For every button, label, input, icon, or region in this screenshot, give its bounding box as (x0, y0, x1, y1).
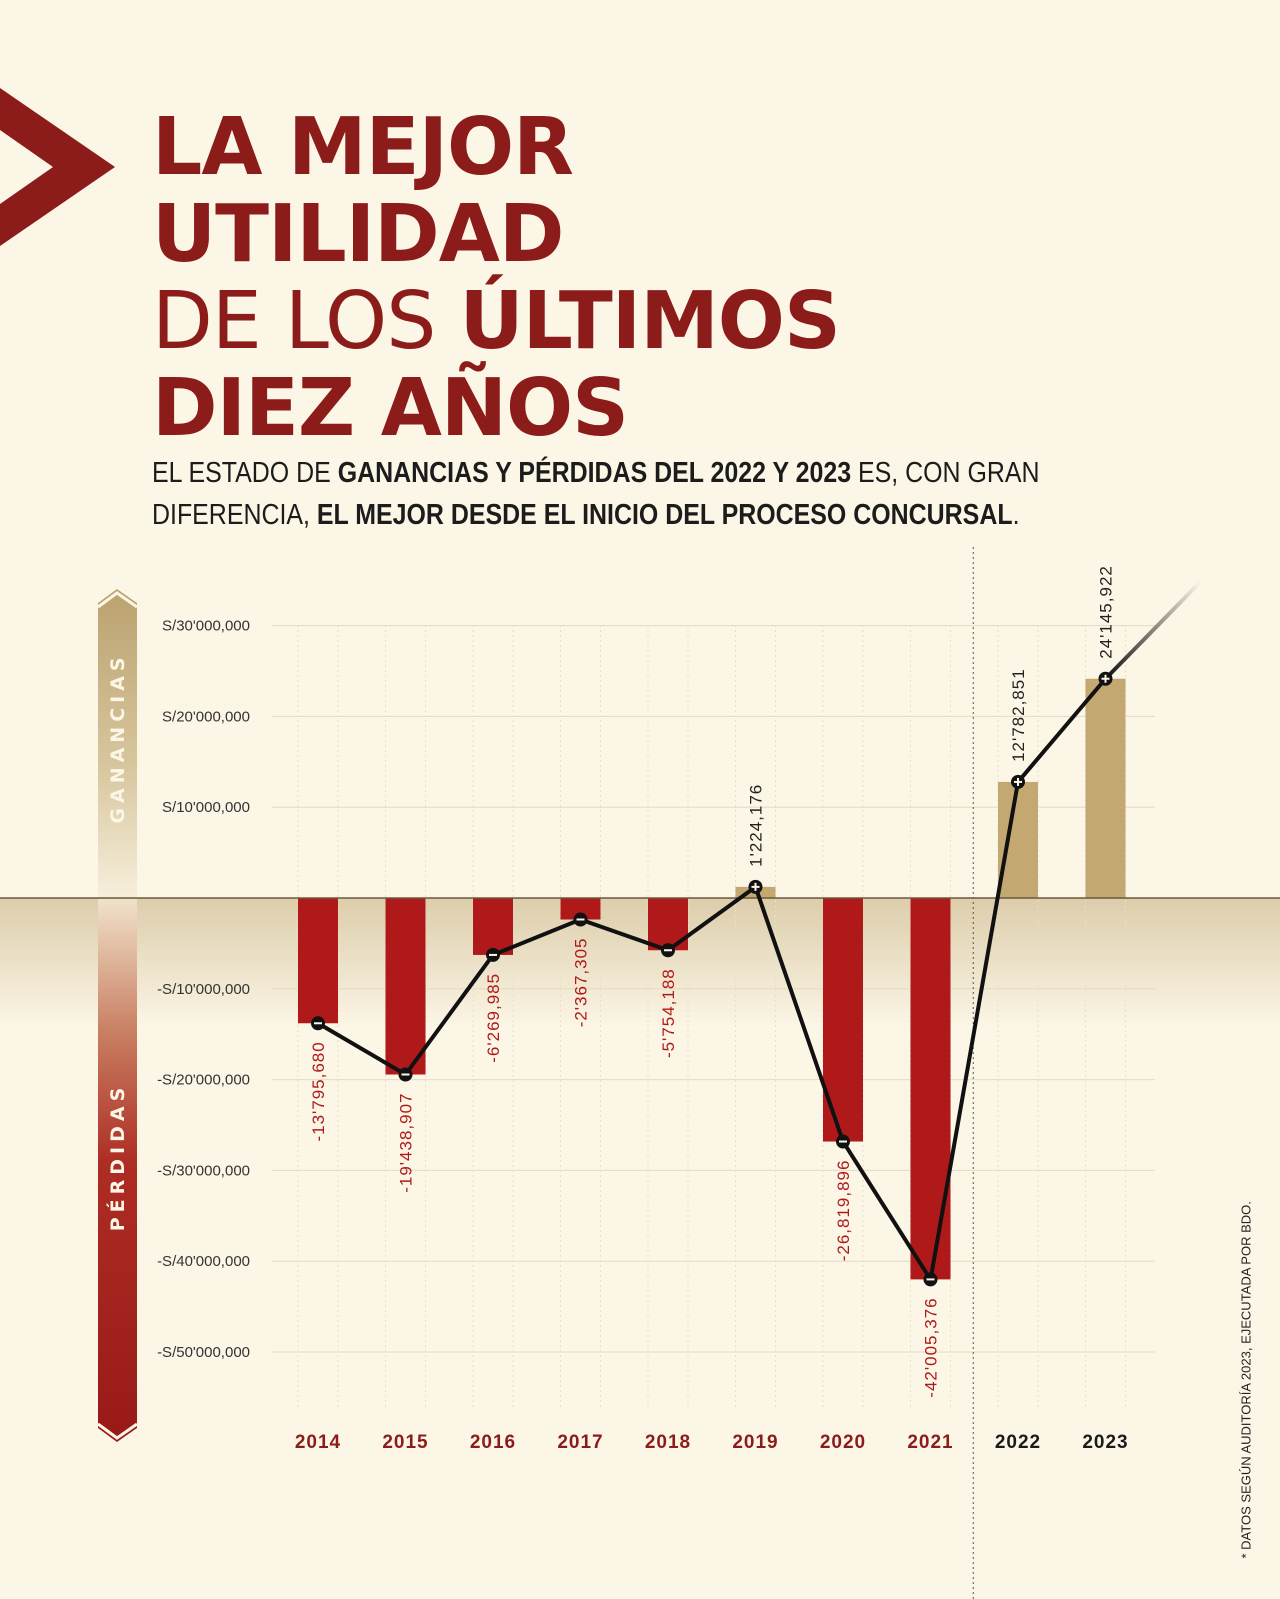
bar (298, 898, 338, 1024)
title-line-1: LA MEJOR (152, 104, 840, 191)
trend-line (316, 677, 1108, 1282)
value-label: -5'754,188 (659, 968, 678, 1058)
losses-side-label: PÉRDIDAS (106, 1083, 129, 1232)
x-tick-label: 2023 (1082, 1432, 1128, 1453)
x-tick-label: 2021 (907, 1432, 953, 1453)
arrow-up-outline (97, 591, 138, 609)
page-subtitle: EL ESTADO DE GANANCIAS Y PÉRDIDAS DEL 20… (152, 452, 1040, 536)
subtitle-text: GANANCIAS Y PÉRDIDAS DEL 2022 Y 2023 (337, 457, 852, 489)
value-label: 12'782,851 (1009, 668, 1028, 762)
x-tick-label: 2020 (820, 1432, 866, 1453)
y-tick-label: -S/10'000,000 (157, 981, 250, 998)
subtitle-text: EL ESTADO DE (152, 457, 338, 489)
title-text: DIEZ AÑOS (152, 362, 629, 454)
subtitle-text: DIFERENCIA, (152, 499, 317, 531)
y-tick-label: S/30'000,000 (162, 618, 250, 635)
title-text: UTILIDAD (152, 188, 564, 280)
x-tick-label: 2016 (470, 1432, 516, 1453)
bar (385, 898, 426, 1075)
x-tick-label: 2019 (732, 1432, 778, 1453)
gains-indicator (98, 603, 137, 898)
bar (998, 781, 1038, 898)
value-label: -26,819,896 (834, 1160, 853, 1262)
page-title: LA MEJOR UTILIDAD DE LOS ÚLTIMOS DIEZ AÑOS (152, 104, 841, 452)
gains-side-label: GANANCIAS (107, 652, 129, 823)
losses-indicator (98, 898, 137, 1428)
x-tick-label: 2022 (995, 1432, 1041, 1453)
footnote-text: * DATOS SEGÚN AUDITORÍA 2023, EJECUTADA … (1238, 1201, 1254, 1559)
subtitle-line-1: EL ESTADO DE GANANCIAS Y PÉRDIDAS DEL 20… (152, 452, 1040, 494)
y-tick-label: -S/50'000,000 (157, 1344, 250, 1361)
value-label: -42'005,376 (922, 1297, 941, 1397)
subtitle-text: EL MEJOR DESDE EL INICIO DEL PROCESO CON… (316, 499, 1013, 531)
bar (473, 898, 513, 955)
x-tick-label: 2014 (295, 1432, 341, 1453)
chevron-icon (0, 88, 115, 246)
loss-zone-band (0, 898, 1280, 1028)
footnote: * DATOS SEGÚN AUDITORÍA 2023, EJECUTADA … (1238, 1178, 1254, 1559)
title-line-4: DIEZ AÑOS (152, 365, 840, 452)
y-tick-label: S/10'000,000 (162, 799, 250, 816)
subtitle-text: . (1012, 499, 1020, 531)
value-label: -13'795,680 (309, 1041, 328, 1141)
bar (1085, 678, 1126, 898)
bar (910, 898, 951, 1280)
value-label: 1'224,176 (747, 784, 766, 867)
trend-extension (1104, 580, 1202, 681)
x-tick-label: 2015 (382, 1432, 428, 1453)
title-text: LA MEJOR (152, 101, 574, 193)
x-tick-label: 2018 (645, 1432, 691, 1453)
value-label: -6'269,985 (484, 973, 503, 1063)
value-label: 24'145,922 (1097, 565, 1116, 659)
subtitle-line-2: DIFERENCIA, EL MEJOR DESDE EL INICIO DEL… (152, 494, 1040, 536)
bar (560, 898, 601, 920)
arrow-down-outline (97, 1422, 138, 1440)
title-line-3: DE LOS ÚLTIMOS (152, 275, 841, 367)
title-text: DE LOS (152, 275, 460, 367)
x-tick-label: 2017 (557, 1432, 603, 1453)
y-tick-label: -S/30'000,000 (157, 1162, 250, 1179)
y-tick-label: -S/40'000,000 (157, 1253, 250, 1270)
y-tick-label: -S/20'000,000 (157, 1072, 250, 1089)
subtitle-text: ES, CON GRAN (851, 457, 1040, 489)
profit-chart: GANANCIAS PÉRDIDAS -13'795,680 -19'438,907… (0, 547, 1280, 1599)
title-line-2: UTILIDAD (152, 191, 840, 278)
title-text: ÚLTIMOS (459, 275, 841, 367)
value-label: -2'367,305 (572, 937, 591, 1027)
value-label: -19'438,907 (397, 1093, 416, 1193)
y-tick-label: S/20'000,000 (162, 708, 250, 725)
